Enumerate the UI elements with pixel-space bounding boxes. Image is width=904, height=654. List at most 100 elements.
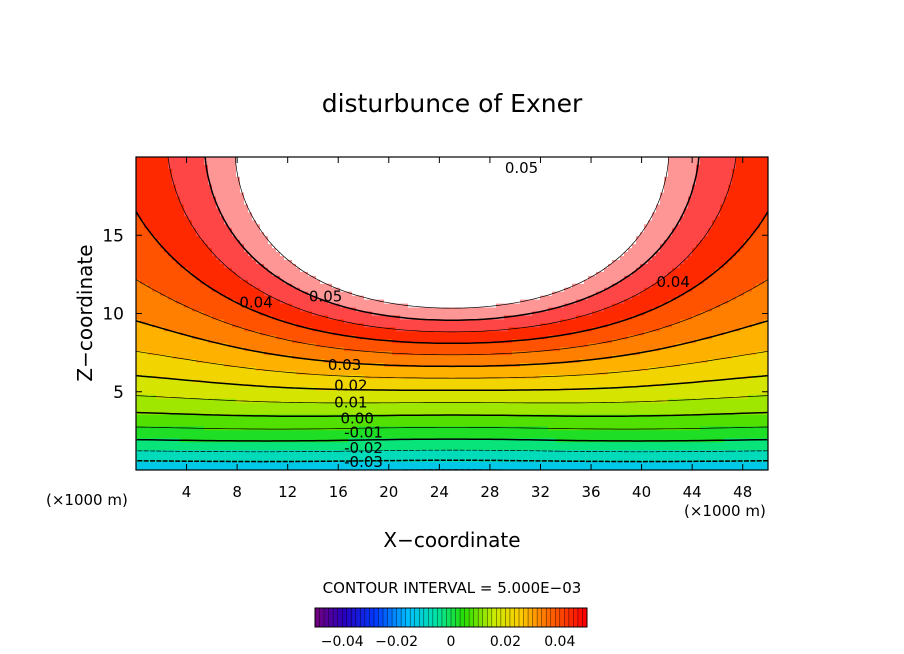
field-cell — [136, 426, 141, 431]
field-cell — [164, 323, 169, 328]
field-cell — [364, 263, 369, 269]
field-cell — [280, 458, 285, 463]
field-cell — [144, 382, 149, 388]
field-cell — [212, 382, 217, 388]
field-cell — [252, 307, 257, 313]
field-cell — [228, 402, 233, 408]
field-cell — [292, 248, 297, 253]
field-cell — [280, 343, 285, 348]
field-cell — [176, 434, 181, 439]
field-cell — [248, 208, 253, 214]
field-cell — [200, 204, 205, 210]
field-cell — [224, 160, 229, 166]
field-cell — [312, 359, 317, 364]
field-cell — [352, 240, 357, 245]
field-cell — [384, 398, 389, 404]
field-cell — [180, 232, 185, 237]
field-cell — [244, 208, 249, 214]
field-cell — [344, 252, 349, 257]
field-cell — [300, 458, 305, 463]
field-cell — [272, 244, 277, 249]
field-cell — [208, 394, 213, 400]
field-cell — [236, 335, 241, 340]
field-cell — [236, 363, 241, 368]
field-cell — [324, 327, 329, 332]
field-cell — [160, 224, 165, 229]
field-cell — [200, 398, 205, 404]
field-cell — [200, 295, 205, 301]
field-cell — [332, 260, 337, 265]
field-cell — [232, 180, 237, 186]
field-cell — [280, 180, 285, 186]
field-cell — [312, 287, 317, 293]
field-cell — [188, 319, 193, 324]
field-cell — [364, 343, 369, 348]
field-cell — [304, 454, 309, 459]
field-cell — [144, 240, 149, 245]
field-cell — [304, 394, 309, 400]
field-cell — [348, 212, 353, 218]
field-cell — [372, 430, 377, 435]
field-cell — [136, 335, 141, 340]
field-cell — [320, 283, 325, 289]
field-cell — [336, 347, 341, 352]
field-cell — [148, 220, 153, 225]
field-cell — [208, 204, 213, 210]
field-cell — [252, 192, 257, 198]
field-cell — [244, 311, 249, 317]
field-cell — [264, 410, 269, 416]
field-cell — [388, 168, 393, 174]
field-cell — [360, 430, 365, 435]
field-cell — [352, 430, 357, 435]
field-cell — [312, 271, 317, 277]
field-cell — [304, 347, 309, 352]
field-cell — [304, 228, 309, 233]
field-cell — [160, 434, 165, 439]
field-cell — [208, 462, 213, 467]
field-cell — [288, 466, 293, 470]
field-cell — [180, 394, 185, 400]
field-cell — [136, 450, 141, 455]
field-cell — [228, 295, 233, 301]
field-cell — [364, 232, 369, 237]
field-cell — [236, 184, 241, 190]
field-cell — [140, 434, 145, 439]
field-cell — [368, 339, 373, 344]
field-cell — [376, 244, 381, 249]
field-cell — [252, 236, 257, 241]
field-cell — [372, 244, 377, 249]
field-cell — [336, 212, 341, 218]
field-cell — [300, 303, 305, 309]
field-cell — [360, 157, 365, 162]
field-cell — [316, 410, 321, 416]
field-cell — [252, 466, 257, 470]
field-cell — [324, 343, 329, 348]
field-cell — [164, 256, 169, 261]
field-cell — [244, 414, 249, 420]
field-cell — [340, 335, 345, 340]
field-cell — [144, 252, 149, 257]
field-cell — [224, 287, 229, 293]
field-cell — [208, 160, 213, 166]
field-cell — [212, 319, 217, 324]
field-cell — [324, 263, 329, 269]
field-cell — [220, 216, 225, 221]
field-cell — [376, 430, 381, 435]
field-cell — [208, 450, 213, 455]
field-cell — [248, 390, 253, 396]
field-cell — [192, 180, 197, 186]
field-cell — [312, 240, 317, 245]
field-cell — [360, 295, 365, 301]
field-cell — [216, 244, 221, 249]
field-cell — [268, 359, 273, 364]
field-cell — [292, 323, 297, 328]
field-cell — [256, 355, 261, 360]
field-cell — [204, 204, 209, 210]
field-cell — [208, 363, 213, 368]
field-cell — [344, 256, 349, 261]
field-cell — [352, 398, 357, 404]
field-cell — [200, 343, 205, 348]
field-cell — [352, 422, 357, 428]
field-cell — [164, 466, 169, 470]
field-cell — [144, 260, 149, 265]
